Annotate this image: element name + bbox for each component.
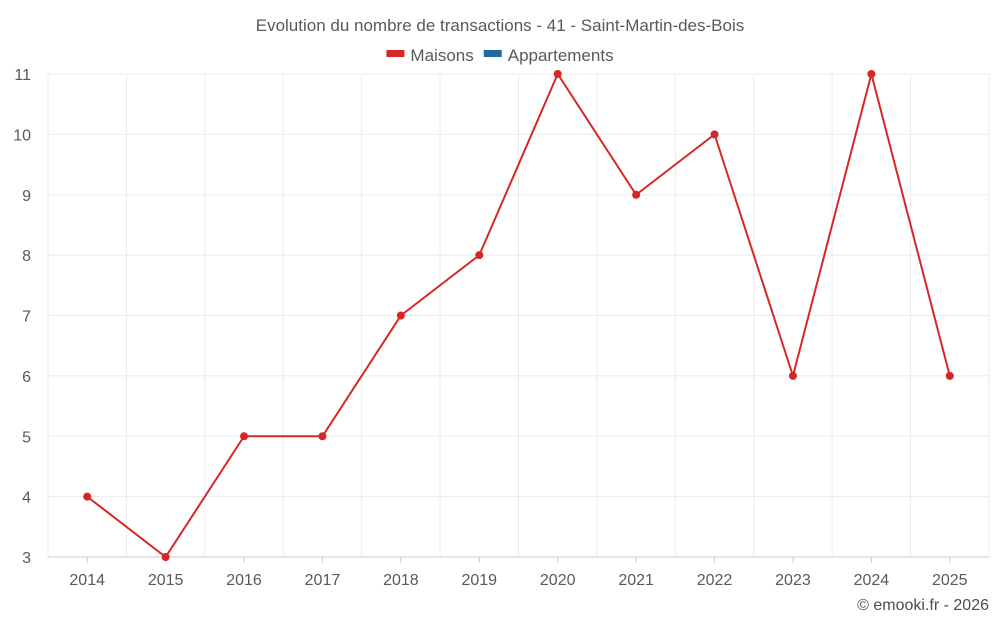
x-tick-label: 2023 xyxy=(775,572,811,589)
y-tick-label: 9 xyxy=(22,188,31,205)
x-tick-label: 2020 xyxy=(540,572,576,589)
axis-layer: 3 4 5 6 7 8 9 10 11 2014 2015 2016 2017 2018 2019 2020 2… xyxy=(13,67,967,589)
x-tick-label: 2016 xyxy=(226,572,262,589)
chart-title: Evolution du nombre de transactions - 41… xyxy=(256,16,745,35)
x-tick-label: 2019 xyxy=(461,572,497,589)
data-point[interactable] xyxy=(553,70,562,78)
data-point[interactable] xyxy=(632,190,641,199)
data-point[interactable] xyxy=(83,492,92,501)
y-tick-label: 7 xyxy=(22,309,31,326)
grid-layer xyxy=(47,73,990,558)
legend: Maisons Appartements xyxy=(386,46,614,65)
credit-text: © emooki.fr - 2026 xyxy=(857,597,989,614)
x-tick-label: 2015 xyxy=(148,572,184,589)
data-point[interactable] xyxy=(710,130,719,139)
series-layer xyxy=(83,70,954,561)
x-tick-label: 2018 xyxy=(383,572,419,589)
legend-swatch[interactable] xyxy=(386,50,405,57)
x-tick-label: 2017 xyxy=(305,572,341,589)
data-point[interactable] xyxy=(867,70,876,78)
y-tick-label: 5 xyxy=(22,429,31,446)
x-tick-label: 2022 xyxy=(697,572,733,589)
data-point[interactable] xyxy=(396,311,405,320)
series-line xyxy=(86,73,951,558)
data-point[interactable] xyxy=(475,251,484,260)
y-tick-label: 3 xyxy=(22,550,31,567)
x-tick-label: 2014 xyxy=(69,572,105,589)
x-tick-label: 2024 xyxy=(854,572,890,589)
data-point[interactable] xyxy=(161,553,170,561)
data-point[interactable] xyxy=(788,371,797,380)
x-tick-label: 2021 xyxy=(618,572,654,589)
x-tick-label: 2025 xyxy=(932,572,968,589)
data-point[interactable] xyxy=(945,371,954,380)
y-tick-label: 6 xyxy=(22,369,31,386)
y-tick-label: 11 xyxy=(14,67,31,84)
y-tick-label: 4 xyxy=(22,490,31,507)
y-tick-label: 8 xyxy=(22,248,31,265)
legend-label[interactable]: Maisons xyxy=(410,46,473,65)
data-point[interactable] xyxy=(318,432,327,441)
data-point[interactable] xyxy=(240,432,249,441)
legend-label[interactable]: Appartements xyxy=(508,46,614,65)
legend-swatch[interactable] xyxy=(483,50,502,57)
y-tick-label: 10 xyxy=(13,127,31,144)
